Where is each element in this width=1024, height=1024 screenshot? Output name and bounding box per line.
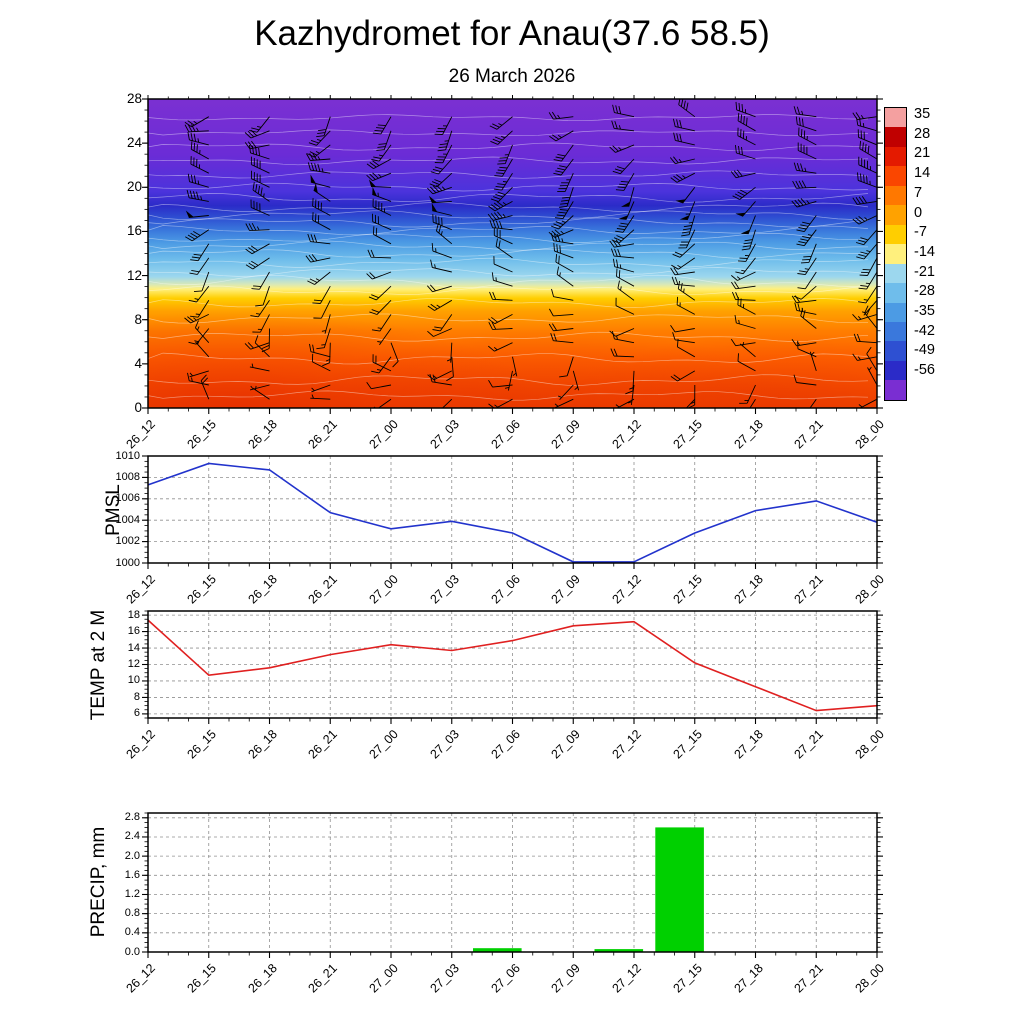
colorbar-segment bbox=[885, 341, 906, 361]
colorbar-segment bbox=[885, 108, 906, 128]
y-tick-label: 1002 bbox=[115, 535, 140, 548]
colorbar-tick-label: -56 bbox=[914, 362, 935, 379]
chart-title: Kazhydromet for Anau(37.6 58.5) bbox=[254, 14, 770, 53]
y-tick-label: 1000 bbox=[115, 556, 140, 569]
colorbar-segment bbox=[885, 283, 906, 303]
precip-axis-title: PRECIP, mm bbox=[88, 826, 109, 938]
colorbar-segment bbox=[885, 380, 906, 400]
y-tick-label: 0 bbox=[134, 400, 142, 415]
y-tick-label: 1006 bbox=[115, 492, 140, 505]
precip-panel: 26_12 26_15 26_18 26_21 27_00 27_03 27_06 27_09… bbox=[123, 811, 886, 995]
precip-chart bbox=[142, 812, 883, 958]
y-tick-label: 1008 bbox=[115, 470, 140, 483]
chart-subtitle: 26 March 2026 bbox=[448, 66, 576, 87]
cross-section-panel: 26_12 26_15 26_18 26_21 27_00 27_03 27_06 27_09… bbox=[123, 91, 886, 451]
cross-section-axes bbox=[142, 95, 883, 414]
colorbar-tick-label: -7 bbox=[914, 224, 927, 241]
colorbar-tick-label: 14 bbox=[914, 165, 931, 182]
y-tick-label: 1010 bbox=[115, 449, 140, 462]
y-tick-label: 18 bbox=[127, 608, 140, 621]
y-tick-label: 0.4 bbox=[124, 926, 140, 939]
y-tick-label: 8 bbox=[134, 311, 142, 327]
temperature-colorbar: 35 28 21 14 7 0 -7 -14 -21 -28 -35 -42 -49 -56 bbox=[884, 106, 935, 401]
colorbar-segment bbox=[885, 360, 906, 381]
colorbar-segment bbox=[885, 321, 906, 342]
colorbar-tick-label: -21 bbox=[914, 263, 935, 280]
temp-axis-title: TEMP at 2 M bbox=[88, 609, 109, 721]
colorbar-tick-label: 7 bbox=[914, 184, 923, 201]
temp-panel: 26_12 26_15 26_18 26_21 27_00 27_03 27_06 27_09… bbox=[123, 609, 886, 762]
y-tick-label: 12 bbox=[127, 658, 140, 670]
colorbar-tick-label: -28 bbox=[914, 283, 935, 300]
colorbar-segment bbox=[885, 166, 906, 186]
colorbar-segment bbox=[885, 127, 906, 147]
precip-bar bbox=[594, 949, 644, 952]
colorbar-segment bbox=[885, 244, 906, 264]
colorbar-tick-label: -35 bbox=[914, 303, 935, 319]
pmsl-series-line bbox=[147, 462, 878, 563]
pmsl-panel: 26_12 26_15 26_18 26_21 27_00 27_03 27_06 27_09… bbox=[116, 450, 887, 607]
colorbar-tick-label: -42 bbox=[914, 322, 935, 339]
wind-barbs-overlay bbox=[148, 99, 877, 408]
y-tick-label: 2.8 bbox=[124, 811, 140, 824]
y-tick-label: 2.4 bbox=[124, 830, 140, 843]
y-tick-label: 24 bbox=[126, 135, 142, 151]
colorbar-segment bbox=[885, 185, 906, 206]
y-tick-label: 16 bbox=[126, 223, 142, 239]
y-tick-label: 14 bbox=[127, 641, 140, 654]
temp-chart bbox=[142, 610, 883, 724]
colorbar-tick-label: 28 bbox=[914, 125, 931, 142]
y-tick-label: 1004 bbox=[115, 513, 140, 526]
colorbar-segment bbox=[885, 146, 906, 167]
colorbar-segment bbox=[885, 263, 906, 284]
y-tick-label: 2.0 bbox=[124, 849, 140, 862]
wind-barb-field bbox=[148, 99, 877, 408]
precip-bar bbox=[655, 827, 704, 952]
y-tick-label: 8 bbox=[133, 690, 140, 703]
y-tick-label: 1.6 bbox=[124, 868, 140, 881]
y-tick-label: 0.0 bbox=[124, 945, 140, 958]
y-tick-label: 6 bbox=[133, 707, 140, 720]
y-tick-label: 4 bbox=[134, 355, 142, 371]
y-tick-label: 16 bbox=[127, 625, 140, 638]
temp-series-line bbox=[147, 619, 878, 712]
y-tick-label: 12 bbox=[126, 267, 142, 283]
precip-bar bbox=[473, 948, 522, 952]
colorbar-tick-label: 0 bbox=[914, 204, 923, 221]
colorbar-segment bbox=[885, 302, 906, 322]
x-tick-label: 26_12 bbox=[123, 961, 158, 996]
y-tick-label: 1.2 bbox=[124, 887, 140, 900]
pmsl-axis-title: PMSL bbox=[103, 484, 124, 536]
colorbar-segment bbox=[885, 224, 906, 245]
pmsl-chart bbox=[142, 455, 883, 569]
y-tick-label: 20 bbox=[126, 179, 142, 195]
colorbar-tick-label: 21 bbox=[914, 145, 931, 162]
y-tick-label: 0.8 bbox=[124, 907, 140, 920]
colorbar-tick-label: -49 bbox=[914, 342, 935, 359]
colorbar-tick-label: 35 bbox=[914, 106, 931, 122]
colorbar-segment bbox=[885, 205, 906, 225]
colorbar-tick-label: -14 bbox=[914, 243, 935, 260]
y-tick-label: 10 bbox=[127, 674, 140, 687]
y-tick-label: 28 bbox=[126, 91, 142, 106]
